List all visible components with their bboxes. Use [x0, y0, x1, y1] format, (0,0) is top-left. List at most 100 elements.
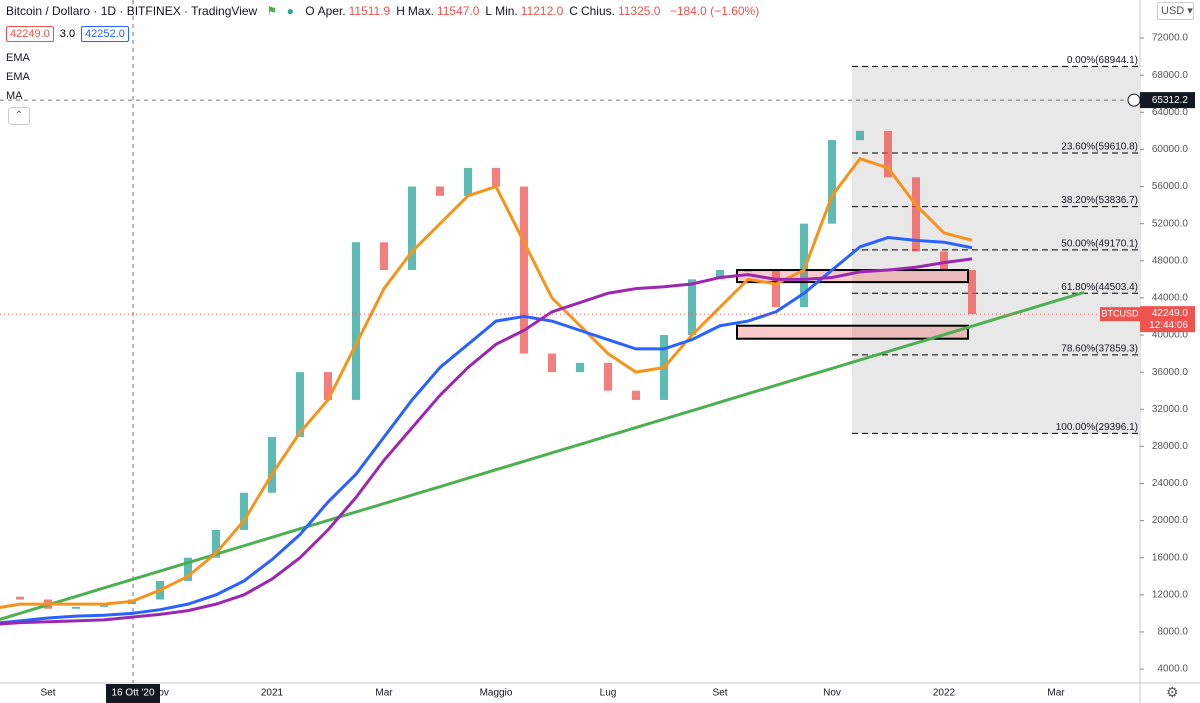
trendline: [0, 290, 1085, 621]
x-tick-label: Mar: [375, 688, 393, 699]
x-tick-label: 2022: [933, 688, 956, 699]
status-dot: ●: [286, 4, 294, 18]
fib-label: 100.00%(29396.1): [1056, 422, 1138, 433]
ohlc-name: Min.: [495, 4, 518, 18]
ohlc-name: Chius.: [580, 4, 615, 18]
crosshair-price-text: 65312.2: [1152, 95, 1189, 106]
fib-label: 0.00%(68944.1): [1067, 55, 1138, 66]
indicator-line: [0, 236, 973, 625]
currency-select[interactable]: USD ▾: [1157, 2, 1194, 20]
y-tick-label: 12000.0: [1152, 589, 1189, 600]
candle: [604, 362, 612, 391]
ohlc-name: Max.: [407, 4, 434, 18]
candle: [940, 251, 948, 271]
y-tick-label: 20000.0: [1152, 515, 1189, 526]
ohlc-key: C: [569, 4, 578, 18]
candle: [436, 186, 444, 196]
symbol-tag: [1100, 307, 1140, 322]
y-tick-label: 52000.0: [1152, 218, 1189, 229]
indicator-label[interactable]: EMA: [6, 52, 30, 64]
ohlc-value: 11547.0: [436, 4, 480, 18]
ohlc-value: 11325.0: [617, 4, 661, 18]
ask[interactable]: 42252.0: [81, 26, 129, 42]
header: Bitcoin / Dollaro · 1D · BITFINEX · Trad…: [6, 4, 765, 18]
y-tick-label: 44000.0: [1152, 293, 1189, 304]
candle: [352, 242, 360, 400]
candle: [268, 437, 276, 493]
change: −184.0 (−1.60%): [669, 4, 760, 18]
fib-label: 23.60%(59610.8): [1061, 142, 1138, 153]
y-tick-label: 56000.0: [1152, 181, 1189, 192]
ohlc: O Aper. 11511.9 H Max. 11547.0 L Min. 11212.0 C Ch…: [305, 4, 666, 18]
candle: [184, 557, 192, 581]
y-tick-label: 28000.0: [1152, 441, 1189, 452]
candle: [380, 242, 388, 271]
spread: 3.0: [59, 28, 76, 40]
fib-label: 38.20%(53836.7): [1061, 195, 1138, 206]
candle: [492, 167, 500, 187]
fib-label: 78.60%(37859.3): [1061, 344, 1138, 355]
candle: [240, 492, 248, 530]
x-tick-label: Set: [40, 688, 55, 699]
candle: [212, 529, 220, 558]
candle: [72, 606, 80, 609]
x-tick-label: Nov: [823, 688, 841, 699]
y-tick-label: 48000.0: [1152, 255, 1189, 266]
y-tick-label: 72000.0: [1152, 33, 1189, 44]
add-alert-icon[interactable]: [1127, 93, 1141, 107]
x-tick-label: Lug: [600, 688, 617, 699]
indicator-label[interactable]: MA: [6, 90, 23, 102]
x-tick-label: Maggio: [480, 688, 513, 699]
ohlc-key: L: [485, 4, 493, 18]
y-tick-label: 36000.0: [1152, 367, 1189, 378]
candle: [772, 270, 780, 308]
ohlc-key: O: [305, 4, 315, 18]
y-tick-label: 60000.0: [1152, 144, 1189, 155]
y-tick-label: 24000.0: [1152, 478, 1189, 489]
ohlc-value: 11212.0: [520, 4, 564, 18]
price-tag: [1140, 306, 1195, 333]
candle: [688, 279, 696, 336]
candle: [324, 372, 332, 400]
x-tick-label: 2021: [261, 688, 284, 699]
y-tick-label: 32000.0: [1152, 404, 1189, 415]
fib-label: 50.00%(49170.1): [1061, 239, 1138, 250]
bid[interactable]: 42249.0: [6, 26, 54, 42]
candle: [520, 186, 528, 354]
y-tick-label: 4000.0: [1157, 664, 1188, 675]
collapse-button[interactable]: ⌃: [8, 107, 30, 125]
candle: [632, 390, 640, 400]
settings-button[interactable]: ⚙: [1166, 684, 1179, 700]
zone: [736, 324, 969, 340]
candle: [716, 270, 724, 280]
y-tick-label: 16000.0: [1152, 552, 1189, 563]
indicator-line: [0, 156, 973, 609]
crosshair-date-tag: [106, 684, 160, 703]
quote-row: 42249.0 3.0 42252.0: [6, 26, 129, 42]
currency: USD: [1161, 5, 1185, 17]
ohlc-key: H: [396, 4, 405, 18]
candle: [548, 353, 556, 373]
y-tick-label: 8000.0: [1157, 627, 1188, 638]
candle: [884, 130, 892, 178]
indicator-label[interactable]: EMA: [6, 71, 30, 83]
ohlc-name: Aper.: [317, 4, 346, 18]
indicator-line: [0, 257, 973, 626]
flag-icon[interactable]: ⚑: [266, 4, 278, 18]
y-tick-label: 40000.0: [1152, 330, 1189, 341]
symbol-title[interactable]: Bitcoin / Dollaro · 1D · BITFINEX · Trad…: [6, 4, 258, 18]
candle: [912, 177, 920, 252]
ohlc-value: 11511.9: [348, 4, 391, 18]
candle: [464, 167, 472, 196]
x-tick-label: Mar: [1047, 688, 1065, 699]
candle: [856, 130, 864, 141]
symbol-tag-text: BTCUSD: [1101, 309, 1139, 319]
candle: [16, 596, 24, 600]
countdown: 12:44:06: [1149, 320, 1188, 331]
price-axis: [1140, 0, 1200, 703]
y-tick-label: 64000.0: [1152, 107, 1189, 118]
candle: [800, 223, 808, 308]
crosshair-price-tag: [1140, 92, 1195, 109]
